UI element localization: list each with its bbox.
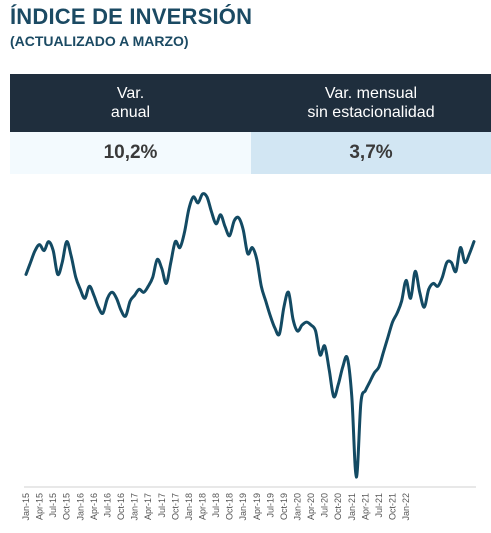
x-tick-label: Jul-21 [374,493,384,518]
x-tick-label: Jan-20 [293,493,303,521]
investment-index-chart: Jan-15 Apr-15 Jul-15 Oct-15 Jan-16 Apr-16 Jul-… [21,192,476,521]
x-tick-label: Apr-17 [143,493,153,520]
x-tick-label: Jul-19 [265,493,275,518]
x-tick-label: Oct-20 [333,493,343,520]
x-tick-label: Jan-19 [238,493,248,521]
kpi-table: Var. anual Var. mensual sin estacionalid… [10,74,491,174]
x-tick-label: Oct-18 [225,493,235,520]
page-title: ÍNDICE DE INVERSIÓN [10,4,253,29]
x-tick-label: Jan-18 [184,493,194,521]
x-tick-label: Jul-20 [320,493,330,518]
kpi-values-row: 10,2% 3,7% [10,132,491,174]
x-tick-label: Oct-15 [62,493,72,520]
x-tick-label: Jul-16 [102,493,112,518]
kpi-header-monthly-line2: sin estacionalidad [307,104,435,121]
x-tick-label: Apr-16 [89,493,99,520]
kpi-header-annual: Var. anual [10,74,251,132]
kpi-header-monthly: Var. mensual sin estacionalidad [251,74,491,132]
x-tick-label: Apr-18 [197,493,207,520]
x-tick-label: Oct-21 [388,493,398,520]
x-tick-label: Oct-17 [170,493,180,520]
kpi-header-annual-line2: anual [110,104,151,121]
kpi-header-monthly-line1: Var. mensual [324,85,418,102]
x-tick-label: Jul-15 [48,493,58,518]
x-tick-label: Jan-17 [130,493,140,521]
x-tick-label: Oct-19 [279,493,289,520]
kpi-header-row: Var. anual Var. mensual sin estacionalid… [10,74,491,132]
x-tick-label: Jul-17 [157,493,167,518]
series-line [24,192,476,479]
kpi-header-annual-line1: Var. [116,85,145,102]
x-tick-label: Jan-16 [75,493,85,521]
x-tick-label: Apr-15 [35,493,45,520]
x-tick-label: Apr-21 [360,493,370,520]
x-tick-label: Jan-21 [347,493,357,521]
x-tick-label: Jan-15 [21,493,31,521]
x-tick-label: Oct-16 [116,493,126,520]
x-tick-label: Apr-19 [252,493,262,520]
page-subtitle: (ACTUALIZADO A MARZO) [10,33,189,49]
kpi-value-annual: 10,2% [10,132,251,174]
kpi-value-monthly: 3,7% [251,132,491,174]
x-tick-label: Jul-18 [211,493,221,518]
x-tick-label: Jan-22 [401,493,411,521]
x-tick-label: Apr-20 [306,493,316,520]
